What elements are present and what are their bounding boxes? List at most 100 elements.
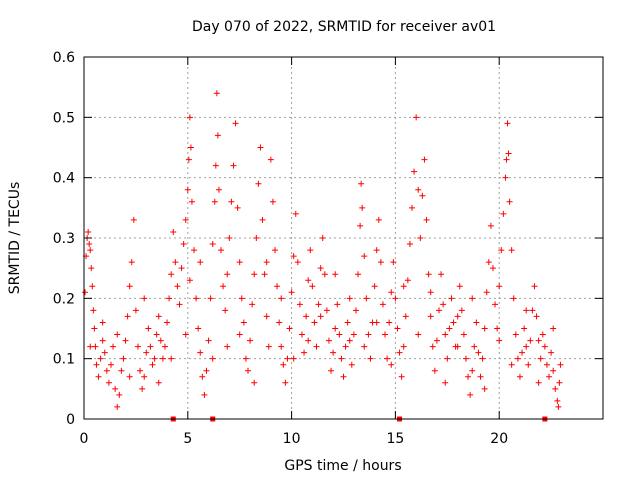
data-point bbox=[257, 144, 264, 151]
data-point bbox=[247, 337, 254, 344]
data-point bbox=[402, 313, 409, 320]
data-point bbox=[251, 271, 258, 278]
data-point bbox=[99, 337, 106, 344]
data-point bbox=[199, 373, 206, 380]
data-point bbox=[429, 343, 436, 350]
data-point bbox=[548, 349, 555, 356]
data-point bbox=[494, 325, 501, 332]
data-point bbox=[379, 301, 386, 308]
data-point bbox=[105, 379, 112, 386]
y-tick-label: 0.5 bbox=[53, 110, 75, 126]
data-point bbox=[307, 247, 314, 254]
y-tick-label: 0.4 bbox=[53, 171, 75, 187]
data-point bbox=[145, 325, 152, 332]
data-point bbox=[508, 361, 515, 368]
data-point bbox=[286, 325, 293, 332]
data-point bbox=[218, 247, 225, 254]
data-point bbox=[92, 343, 99, 350]
data-point bbox=[214, 132, 221, 139]
data-point bbox=[182, 331, 189, 338]
data-point bbox=[197, 259, 204, 266]
data-point bbox=[539, 331, 546, 338]
data-point bbox=[303, 313, 310, 320]
data-point bbox=[188, 198, 195, 205]
data-point bbox=[166, 295, 173, 302]
data-point bbox=[454, 313, 461, 320]
data-point bbox=[89, 283, 96, 290]
data-point bbox=[203, 367, 210, 374]
data-point bbox=[342, 343, 349, 350]
data-point bbox=[184, 186, 191, 193]
data-point bbox=[556, 379, 563, 386]
data-point bbox=[230, 162, 237, 169]
data-point bbox=[269, 198, 276, 205]
data-point bbox=[103, 367, 110, 374]
data-point bbox=[134, 343, 141, 350]
y-axis-label: SRMTID / TECUs bbox=[7, 182, 23, 295]
data-point bbox=[390, 259, 397, 266]
data-point bbox=[546, 373, 553, 380]
data-point bbox=[458, 307, 465, 314]
data-point bbox=[485, 259, 492, 266]
y-tick-label: 0.1 bbox=[53, 352, 75, 368]
data-point bbox=[197, 349, 204, 356]
data-point bbox=[448, 295, 455, 302]
data-point bbox=[305, 337, 312, 344]
data-point bbox=[373, 319, 380, 326]
data-point bbox=[555, 403, 562, 410]
data-point bbox=[419, 192, 426, 199]
data-point bbox=[350, 331, 357, 338]
data-point bbox=[271, 247, 278, 254]
data-point bbox=[85, 228, 92, 235]
data-point bbox=[107, 361, 114, 368]
data-point bbox=[496, 337, 503, 344]
data-point bbox=[228, 198, 235, 205]
data-point bbox=[282, 379, 289, 386]
data-point bbox=[276, 319, 283, 326]
data-point bbox=[516, 373, 523, 380]
data-point bbox=[116, 391, 123, 398]
data-point bbox=[440, 301, 447, 308]
data-point bbox=[118, 367, 125, 374]
data-point bbox=[328, 367, 335, 374]
data-point bbox=[224, 271, 231, 278]
data-point bbox=[122, 337, 129, 344]
data-point bbox=[185, 156, 192, 163]
data-point bbox=[168, 355, 175, 362]
data-point bbox=[406, 241, 413, 248]
data-point bbox=[358, 180, 365, 187]
data-point bbox=[550, 367, 557, 374]
data-point bbox=[465, 373, 472, 380]
data-point bbox=[543, 361, 550, 368]
data-point bbox=[384, 355, 391, 362]
data-point bbox=[444, 355, 451, 362]
data-point bbox=[409, 204, 416, 211]
data-point bbox=[411, 168, 418, 175]
data-point bbox=[161, 343, 168, 350]
data-point bbox=[525, 361, 532, 368]
data-point bbox=[220, 283, 227, 290]
data-point bbox=[236, 259, 243, 266]
data-point bbox=[174, 283, 181, 290]
data-point bbox=[143, 349, 150, 356]
data-point bbox=[330, 349, 337, 356]
data-point bbox=[404, 277, 411, 284]
x-tick-label: 10 bbox=[283, 431, 301, 447]
data-point bbox=[232, 120, 239, 127]
data-point bbox=[533, 313, 540, 320]
data-point bbox=[305, 277, 312, 284]
y-tick-label: 0.2 bbox=[53, 291, 75, 307]
data-point bbox=[400, 283, 407, 290]
data-point bbox=[93, 361, 100, 368]
data-point bbox=[506, 198, 513, 205]
data-point bbox=[86, 241, 93, 248]
data-point bbox=[164, 319, 171, 326]
data-point bbox=[176, 301, 183, 308]
data-point bbox=[91, 325, 98, 332]
data-point bbox=[168, 271, 175, 278]
data-point bbox=[155, 313, 162, 320]
data-point bbox=[340, 373, 347, 380]
data-point bbox=[274, 283, 281, 290]
data-point bbox=[332, 271, 339, 278]
data-point bbox=[346, 295, 353, 302]
